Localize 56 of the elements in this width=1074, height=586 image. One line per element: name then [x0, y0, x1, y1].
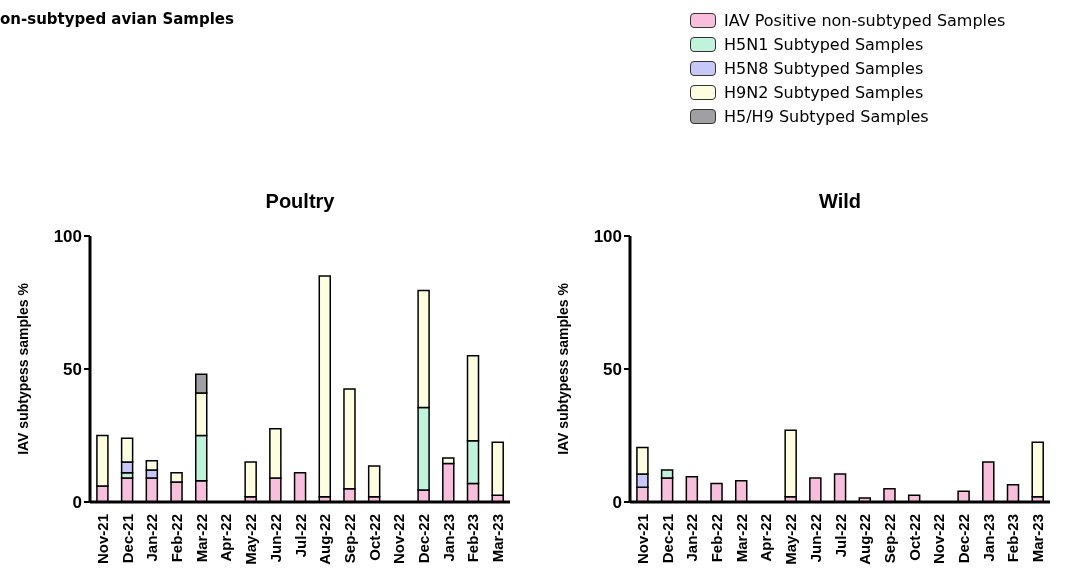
- x-tick-label: Jul-22: [291, 514, 309, 558]
- y-axis-title: IAV subtypess samples %: [14, 282, 31, 455]
- bar: [784, 429, 797, 498]
- x-tick-label: Aug-22: [856, 514, 874, 565]
- x-tick-label: Apr-22: [757, 514, 775, 562]
- x-tick-label: Jun-22: [266, 514, 284, 563]
- x-tick-label: Oct-22: [905, 514, 923, 561]
- bar: [318, 275, 332, 498]
- x-tick-label: Feb-23: [464, 514, 482, 563]
- chart-title: Poultry: [264, 190, 336, 214]
- legend-label: H5/H9 Subtyped Samples: [724, 106, 929, 126]
- legend-label: H5N8 Subtyped Samples: [724, 58, 924, 78]
- legend-label: H5N1 Subtyped Samples: [724, 34, 924, 54]
- y-axis-title: IAV subtypess samples %: [554, 282, 571, 455]
- y-tick-label: 50: [603, 360, 622, 380]
- x-tick-label: Jan-23: [439, 514, 457, 562]
- x-tick-label: Mar-23: [489, 514, 507, 563]
- x-tick-label: Jan-22: [683, 514, 701, 562]
- x-tick-label: Sep-22: [880, 514, 898, 564]
- legend-label: H9N2 Subtyped Samples: [724, 82, 924, 102]
- y-tick-label: 100: [593, 227, 622, 247]
- x-tick-label: Mar-22: [732, 514, 750, 563]
- x-tick-label: Feb-23: [1004, 514, 1022, 563]
- x-tick-label: Jan-22: [143, 514, 161, 562]
- x-tick-label: Nov-22: [930, 514, 948, 565]
- x-tick-label: May-22: [782, 514, 800, 565]
- x-tick-label: Mar-22: [192, 514, 210, 563]
- bar: [1031, 441, 1044, 498]
- x-tick-label: Nov-21: [93, 514, 111, 565]
- x-tick-label: Dec-21: [658, 514, 676, 564]
- x-tick-label: Nov-22: [390, 514, 408, 565]
- x-tick-label: Apr-22: [217, 514, 235, 562]
- bar: [491, 441, 504, 497]
- y-tick-label: 50: [63, 360, 82, 380]
- x-tick-label: Sep-22: [340, 514, 358, 564]
- x-tick-label: Dec-22: [415, 514, 433, 564]
- x-tick-label: Feb-22: [167, 514, 185, 563]
- x-tick-label: Feb-22: [707, 514, 725, 563]
- x-tick-label: May-22: [242, 514, 260, 565]
- x-tick-label: Mar-23: [1029, 514, 1047, 563]
- x-tick-label: Dec-22: [955, 514, 973, 564]
- legend-label: IAV Positive non-subtyped Samples: [724, 10, 1006, 30]
- bar: [244, 461, 257, 498]
- y-tick-label: 0: [72, 493, 82, 513]
- x-tick-label: Jan-23: [979, 514, 997, 562]
- bar: [367, 465, 381, 498]
- x-tick-label: Dec-21: [118, 514, 136, 564]
- x-tick-label: Jun-22: [806, 514, 824, 563]
- y-tick-label: 0: [612, 493, 622, 513]
- y-tick-label: 100: [53, 227, 82, 247]
- x-tick-label: Oct-22: [365, 514, 383, 561]
- x-tick-label: Aug-22: [316, 514, 334, 565]
- chart-title: Wild: [818, 190, 862, 214]
- x-tick-label: Jul-22: [831, 514, 849, 558]
- text: on-subtyped avian Samples: [0, 10, 234, 28]
- x-tick-label: Nov-21: [633, 514, 651, 565]
